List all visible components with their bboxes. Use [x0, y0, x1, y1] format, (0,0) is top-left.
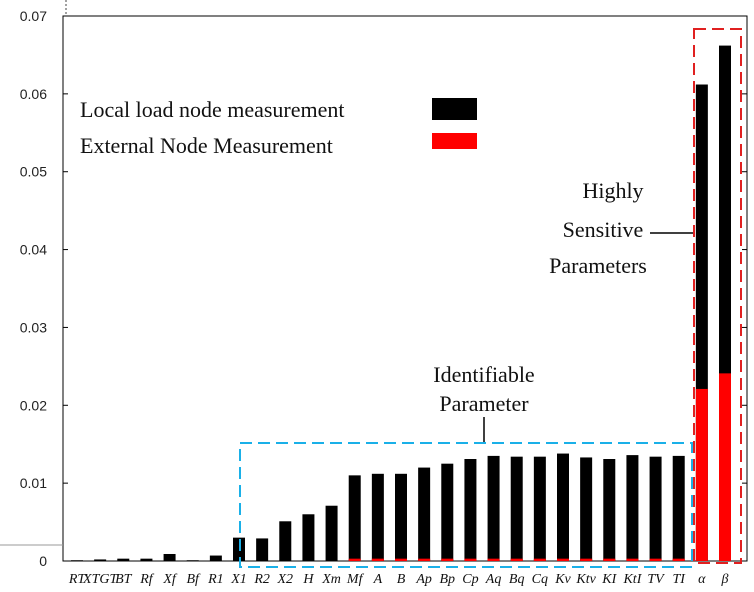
y-tick-label: 0.03 — [20, 319, 47, 335]
x-category-label: R2 — [253, 572, 270, 587]
y-tick-label: 0.04 — [20, 242, 47, 258]
x-category-label: Aq — [485, 572, 502, 587]
y-tick-label: 0.07 — [20, 8, 47, 24]
bar-local — [441, 463, 454, 561]
bar-local — [580, 457, 593, 561]
x-category-label: Cp — [462, 572, 478, 587]
bar-external — [626, 558, 639, 561]
y-tick-label: 0.01 — [20, 475, 47, 491]
bar-local — [533, 456, 546, 561]
x-category-label: BT — [115, 572, 133, 587]
bar-external — [649, 558, 662, 561]
bar-local — [325, 505, 338, 561]
bar-local — [510, 456, 523, 561]
bar-external — [557, 558, 569, 561]
sensitive-box — [693, 28, 742, 564]
bar-local — [163, 553, 176, 561]
bar-external — [371, 558, 384, 561]
y-tick-label: 0.05 — [20, 164, 47, 180]
bar-external — [580, 558, 593, 561]
x-category-label: TV — [647, 572, 665, 587]
legend: Local load node measurement External Nod… — [80, 97, 477, 158]
bar-local — [672, 455, 685, 561]
bar-external — [441, 558, 454, 561]
bar-local — [209, 555, 222, 561]
bar-local — [117, 558, 130, 561]
y-tick-label: 0 — [39, 553, 47, 569]
sensitive-label-line2: Sensitive — [563, 217, 644, 242]
bar-external — [719, 373, 731, 561]
bar-external — [695, 388, 708, 561]
x-category-label: KI — [601, 572, 617, 587]
bar-local — [140, 558, 153, 561]
identifiable-label-line1: Identifiable — [433, 362, 534, 387]
sensitive-label-line3: Parameters — [549, 253, 647, 278]
x-category-label: H — [302, 572, 314, 587]
bar-local — [256, 538, 269, 561]
bar-external — [603, 558, 616, 561]
bar-local — [371, 473, 384, 561]
sensitive-label-line1: Highly — [582, 178, 643, 203]
bar-local — [626, 455, 639, 561]
legend-label-local: Local load node measurement — [80, 97, 345, 122]
legend-label-external: External Node Measurement — [80, 133, 333, 158]
bar-local — [487, 455, 500, 561]
identifiable-annotation: Identifiable Parameter — [239, 362, 693, 568]
legend-swatch-local — [432, 98, 477, 120]
x-category-label: Xf — [162, 572, 178, 587]
x-category-label: RT — [68, 572, 87, 587]
bar-local — [71, 560, 83, 561]
bar-local — [302, 514, 315, 561]
bar-external — [533, 558, 546, 561]
legend-swatch-external — [432, 133, 477, 149]
x-category-label: Bp — [440, 572, 456, 587]
bar-local — [603, 459, 616, 561]
x-category-label: Mf — [346, 572, 365, 587]
bar-external — [395, 558, 407, 561]
x-category-label: β — [721, 572, 729, 587]
y-tick-label: 0.06 — [20, 86, 47, 102]
x-category-label: Ktv — [575, 572, 596, 587]
x-category-label: A — [373, 572, 383, 587]
bar-local — [464, 459, 477, 561]
bar-external — [672, 558, 685, 561]
identifiable-label-line2: Parameter — [439, 391, 529, 416]
bar-local — [418, 467, 431, 561]
bar-local — [649, 456, 662, 561]
bar-external — [348, 558, 361, 561]
x-category-label: Kv — [554, 572, 571, 587]
bar-local — [279, 521, 292, 561]
bar-local — [94, 559, 107, 561]
identifiable-box — [239, 442, 693, 568]
bar-local — [186, 560, 199, 561]
bar-external — [487, 558, 500, 561]
x-category-label: Bf — [186, 572, 201, 587]
bar-local — [557, 453, 569, 561]
x-category-label: XTGT — [82, 572, 118, 587]
bar-external — [510, 558, 523, 561]
x-category-label: X2 — [277, 572, 294, 587]
y-tick-label: 0.02 — [20, 397, 47, 413]
bar-local — [395, 473, 407, 561]
x-category-label: R1 — [207, 572, 224, 587]
x-category-label: KtI — [622, 572, 642, 587]
x-category-label: X1 — [230, 572, 247, 587]
bar-external — [418, 558, 431, 561]
x-category-label: Xm — [321, 572, 341, 587]
x-category-label: Bq — [509, 572, 525, 587]
bar-local — [348, 475, 361, 561]
x-category-label: B — [397, 572, 406, 587]
bars — [71, 45, 731, 562]
x-category-label: TI — [672, 572, 686, 587]
bar-external — [464, 558, 477, 561]
x-category-label: Cq — [532, 572, 548, 587]
sensitive-annotation: Highly Sensitive Parameters — [549, 28, 742, 564]
x-category-label: Rf — [139, 572, 155, 587]
x-category-label: Ap — [415, 572, 432, 587]
x-category-label: α — [698, 572, 706, 587]
